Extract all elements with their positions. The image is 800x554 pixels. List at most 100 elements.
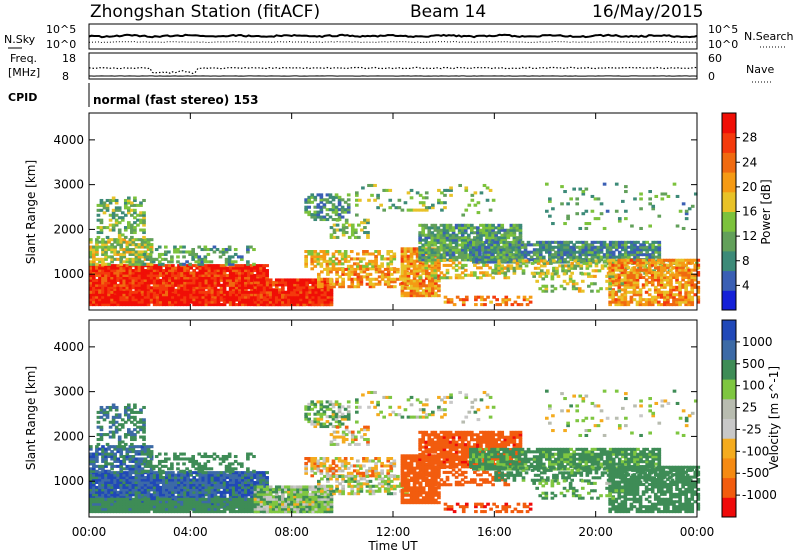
power-cell (259, 271, 263, 275)
power-cell (281, 293, 285, 297)
power-cell (639, 197, 643, 201)
velocity-cell (165, 471, 169, 475)
power-cell (463, 228, 468, 232)
power-cell (134, 266, 139, 270)
power-cell (520, 253, 525, 257)
power-cell (506, 236, 511, 240)
power-cell (472, 243, 476, 247)
power-cell (96, 213, 101, 217)
power-cell (134, 243, 139, 247)
power-cell (608, 250, 613, 254)
power-cell (95, 295, 99, 299)
power-cell (544, 287, 549, 291)
power-cell (427, 255, 432, 259)
power-cell (133, 196, 137, 200)
power-cell (653, 271, 658, 275)
power-cell (137, 238, 142, 242)
power-cell (110, 283, 114, 287)
power-cell (599, 258, 604, 262)
nave-label: Nave (746, 63, 774, 76)
power-cell (161, 276, 166, 280)
power-cell (620, 261, 625, 265)
power-cell (546, 269, 550, 273)
power-cell (244, 278, 248, 282)
power-cell (473, 226, 477, 230)
power-cell (334, 208, 339, 212)
power-cell (433, 233, 438, 237)
power-cell (210, 266, 215, 270)
nsky-series-line (88, 33, 698, 39)
power-cell (503, 238, 508, 242)
power-cell (161, 288, 166, 292)
power-cell (131, 240, 136, 244)
power-cell (572, 255, 576, 259)
power-cell (389, 259, 394, 263)
power-cell (116, 238, 120, 242)
power-cell (177, 298, 181, 302)
power-cell (331, 208, 336, 212)
power-cell (421, 208, 426, 212)
power-cell (180, 269, 184, 273)
power-cell (457, 231, 462, 235)
power-cell (675, 224, 680, 228)
power-cell (648, 190, 652, 194)
power-cell (443, 300, 448, 304)
power-cell (457, 238, 462, 242)
power-cell (356, 277, 361, 281)
power-cell (421, 223, 426, 227)
power-cell (675, 271, 679, 275)
power-cell (271, 290, 276, 294)
power-cell (331, 203, 336, 207)
power-cell (165, 266, 169, 270)
power-cell (512, 269, 517, 273)
power-cell (210, 303, 215, 307)
power-cell (259, 288, 264, 292)
power-cell (274, 280, 279, 284)
power-cell (430, 236, 435, 240)
power-cell (137, 293, 142, 297)
power-cell (231, 269, 236, 273)
power-cell (216, 303, 221, 307)
power-cell (268, 280, 273, 284)
power-cell (377, 280, 382, 284)
power-cell (406, 271, 411, 275)
power-cell (110, 295, 114, 299)
power-cell (567, 266, 571, 270)
power-cell (641, 285, 646, 289)
power-cell (216, 269, 221, 273)
power-cell (614, 282, 619, 286)
power-cell (338, 228, 343, 232)
power-cell (575, 240, 580, 244)
power-cell (386, 277, 391, 281)
power-cell (204, 264, 209, 268)
velocity-cell (140, 488, 145, 492)
power-cell (177, 303, 181, 307)
power-cell (514, 248, 519, 252)
power-cell (505, 253, 510, 257)
power-cell (325, 259, 330, 263)
power-cell (557, 250, 561, 254)
power-cell (484, 248, 488, 252)
power-cell (681, 295, 685, 299)
power-cell (647, 266, 652, 270)
power-cell (660, 268, 664, 272)
power-cell (134, 303, 139, 307)
power-cell (250, 290, 254, 294)
power-cell (482, 241, 486, 245)
power-cell (152, 293, 157, 297)
power-cell (302, 303, 306, 307)
power-cell (180, 278, 184, 282)
power-cell (146, 243, 151, 247)
power-cell (213, 266, 218, 270)
power-cell (656, 295, 661, 299)
power-cell (584, 272, 588, 276)
velocity-cell (171, 485, 175, 489)
power-cell (454, 263, 459, 267)
power-cell (463, 258, 468, 262)
power-cell (427, 289, 432, 293)
power-cell (293, 300, 297, 304)
power-cell (296, 285, 300, 289)
power-cell (359, 275, 364, 279)
velocity-cell (131, 490, 136, 494)
power-cell (371, 277, 376, 281)
